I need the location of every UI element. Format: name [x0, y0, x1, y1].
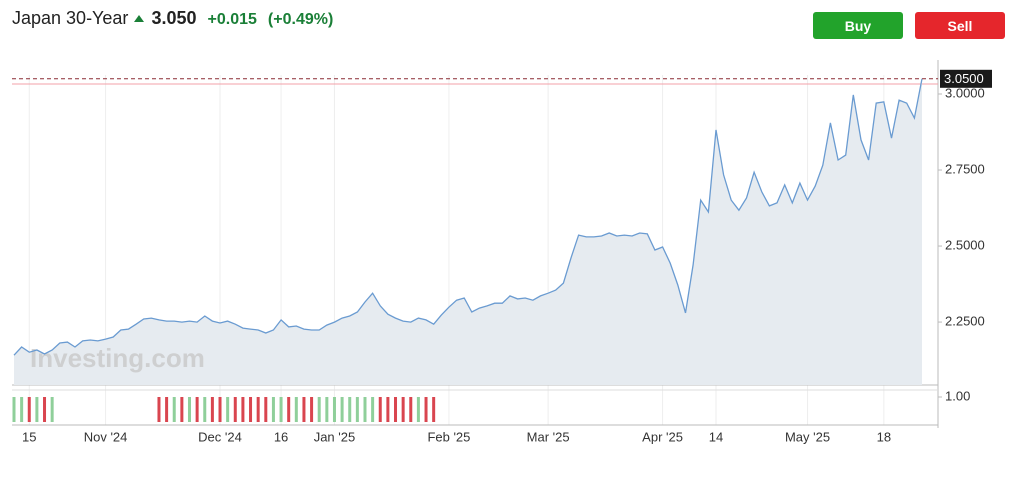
volume-bar — [210, 397, 214, 422]
volume-bar — [43, 397, 47, 422]
volume-bar — [386, 397, 390, 422]
volume-bar — [279, 397, 283, 422]
change-percent: (+0.49%) — [267, 11, 334, 28]
volume-bar — [241, 397, 245, 422]
volume-bar — [294, 397, 298, 422]
volume-bar — [233, 397, 237, 422]
x-tick-label: Apr '25 — [642, 429, 683, 444]
volume-bar — [409, 397, 413, 422]
volume-bar — [27, 397, 31, 422]
last-price-box — [940, 69, 992, 88]
volume-bar — [180, 397, 184, 422]
volume-bar — [432, 397, 436, 422]
y-tick-label: 3.0000 — [945, 85, 985, 100]
volume-bar — [355, 397, 359, 422]
last-price-label: 3.0500 — [944, 71, 984, 86]
volume-bar — [378, 397, 382, 422]
x-tick-label: Feb '25 — [427, 429, 470, 444]
buy-button[interactable]: Buy — [813, 12, 903, 39]
volume-bar — [256, 397, 260, 422]
volume-bar — [226, 397, 230, 422]
x-tick-label: Jan '25 — [314, 429, 356, 444]
y-tick-label: 2.7500 — [945, 161, 985, 176]
volume-bar — [264, 397, 268, 422]
volume-bar — [363, 397, 367, 422]
volume-bar — [271, 397, 275, 422]
x-tick-label: Nov '24 — [84, 429, 128, 444]
volume-bar — [50, 397, 54, 422]
volume-bar — [340, 397, 344, 422]
volume-bar — [157, 397, 161, 422]
volume-bar — [394, 397, 398, 422]
volume-bar — [187, 397, 191, 422]
x-tick-label: Dec '24 — [198, 429, 242, 444]
volume-bar — [332, 397, 336, 422]
volume-bar — [401, 397, 405, 422]
volume-bar — [416, 397, 420, 422]
volume-bar — [302, 397, 306, 422]
volume-bar — [287, 397, 291, 422]
volume-bar — [218, 397, 222, 422]
x-tick-label: 18 — [877, 429, 891, 444]
volume-bar — [317, 397, 321, 422]
up-arrow — [134, 15, 145, 22]
volume-bar — [195, 397, 199, 422]
y-tick-label: 2.5000 — [945, 237, 985, 252]
price: 3.050 — [151, 8, 197, 28]
volume-bar — [249, 397, 253, 422]
volume-bar — [12, 397, 16, 422]
y-tick-label: 2.2500 — [945, 313, 985, 328]
volume-tick-label: 1.00 — [945, 388, 970, 403]
x-tick-label: 14 — [709, 429, 723, 444]
sell-button[interactable]: Sell — [915, 12, 1005, 39]
x-tick-label: 15 — [22, 429, 36, 444]
header: Japan 30-Year 3.050 +0.015 (+0.49%) — [12, 8, 339, 29]
volume-bar — [348, 397, 352, 422]
volume-bar — [35, 397, 39, 422]
area — [14, 78, 922, 386]
volume-bar — [371, 397, 375, 422]
volume-bar — [172, 397, 176, 422]
volume-bar — [310, 397, 314, 422]
x-tick-label: 16 — [274, 429, 288, 444]
volume-bar — [165, 397, 169, 422]
price-line — [13, 78, 923, 356]
volume-bar — [203, 397, 207, 422]
volume-bar — [20, 397, 24, 422]
instrument-title: Japan 30-Year — [12, 8, 129, 28]
watermark: Investing.com — [30, 343, 205, 373]
change: +0.015 — [207, 11, 257, 28]
volume-bar — [424, 397, 428, 422]
volume-bar — [325, 397, 329, 422]
x-tick-label: Mar '25 — [527, 429, 570, 444]
x-tick-label: May '25 — [785, 429, 830, 444]
